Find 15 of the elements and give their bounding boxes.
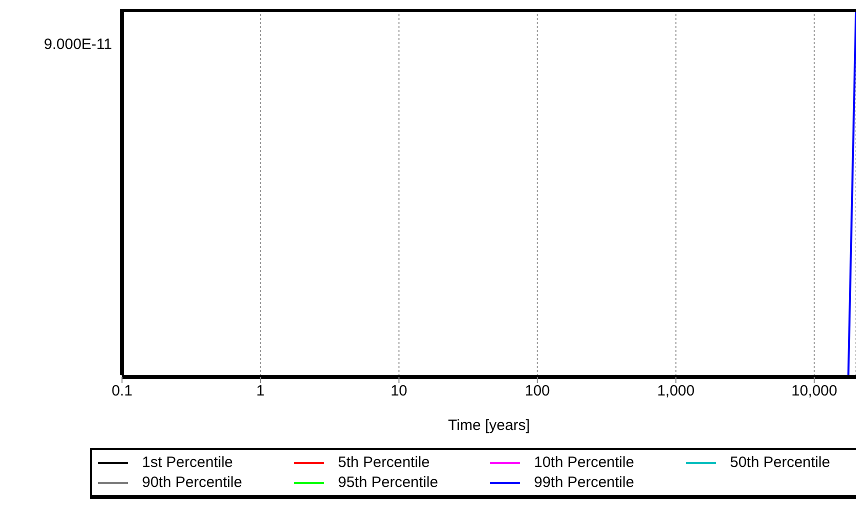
text: 9.000E-11 (42, 36, 112, 53)
x-tick-label: 10 (390, 382, 408, 400)
x-tick-label: 1 (256, 382, 265, 400)
x-tick-label: 10,000 (791, 382, 838, 400)
legend-label: 90th Percentile (142, 474, 242, 491)
x-axis-title: Time [years] (448, 417, 530, 434)
legend-label: 5th Percentile (338, 454, 430, 471)
x-tick-label: 1,000 (657, 382, 695, 400)
legend-label: 95th Percentile (338, 474, 438, 491)
x-tick-label: 0.1 (112, 382, 132, 400)
legend-label: 10th Percentile (534, 454, 634, 471)
x-tick-label: 100 (524, 382, 550, 400)
legend-label: 50th Percentile (730, 454, 830, 471)
legend-label: 99th Percentile (534, 474, 634, 491)
legend-label: 1st Percentile (142, 454, 233, 471)
